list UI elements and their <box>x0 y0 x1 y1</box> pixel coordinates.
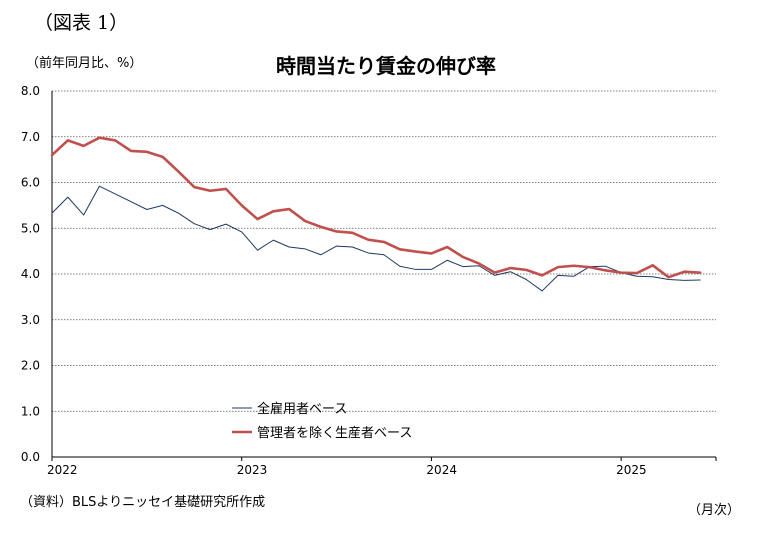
figure-label: （図表 1） <box>34 12 129 34</box>
y-tick-label: 3.0 <box>21 313 40 327</box>
axes <box>51 91 717 461</box>
x-tick-label: 2023 <box>237 463 268 477</box>
series-lines <box>50 136 702 292</box>
y-tick-label: 5.0 <box>21 221 40 235</box>
y-tick-label: 6.0 <box>21 176 40 190</box>
x-axis-unit-label: （月次） <box>688 503 741 518</box>
legend-label: 全雇用者ベース <box>257 401 347 417</box>
y-tick-label: 1.0 <box>21 404 40 418</box>
legend-label: 管理者を除く生産者ベース <box>257 425 412 441</box>
source-note: （資料）BLSよりニッセイ基礎研究所作成 <box>20 495 266 510</box>
y-tick-label: 8.0 <box>21 84 40 98</box>
chart-title: 時間当たり賃金の伸び率 <box>276 54 496 78</box>
series-line-2 <box>50 136 702 279</box>
x-tick-label: 2024 <box>426 463 457 477</box>
y-tick-label: 2.0 <box>21 359 40 373</box>
y-tick-label: 7.0 <box>21 130 40 144</box>
y-tick-label: 0.0 <box>21 450 40 464</box>
y-axis-unit-label: （前年同月比、%） <box>26 56 143 71</box>
gridlines <box>52 90 716 412</box>
x-tick-label: 2025 <box>616 463 647 477</box>
x-tick-label: 2022 <box>47 463 78 477</box>
y-tick-labels: 0.0 1.0 2.0 3.0 4.0 5.0 6.0 7.0 8.0 <box>21 84 40 464</box>
y-tick-label: 4.0 <box>21 267 40 281</box>
x-tick-labels: 2022 2023 2024 2025 <box>47 463 647 477</box>
series-line-1 <box>51 185 701 292</box>
